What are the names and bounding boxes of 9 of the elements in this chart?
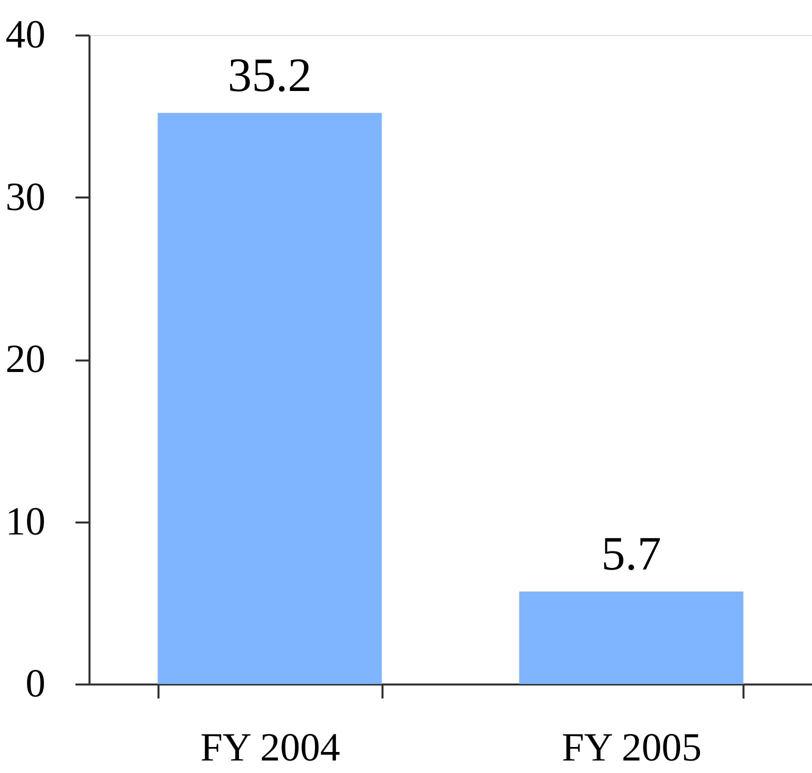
x-tick-label: FY 2004 xyxy=(200,724,340,770)
y-tick-label: 0 xyxy=(26,660,46,706)
y-tick-label: 30 xyxy=(6,174,46,219)
y-tick-label: 10 xyxy=(6,498,46,544)
data-label: 5.7 xyxy=(601,528,662,581)
y-tick-label: 40 xyxy=(6,12,46,56)
x-tick-label: FY 2005 xyxy=(562,724,702,770)
y-tick-label: 20 xyxy=(6,336,46,381)
data-label: 35.2 xyxy=(228,48,312,102)
